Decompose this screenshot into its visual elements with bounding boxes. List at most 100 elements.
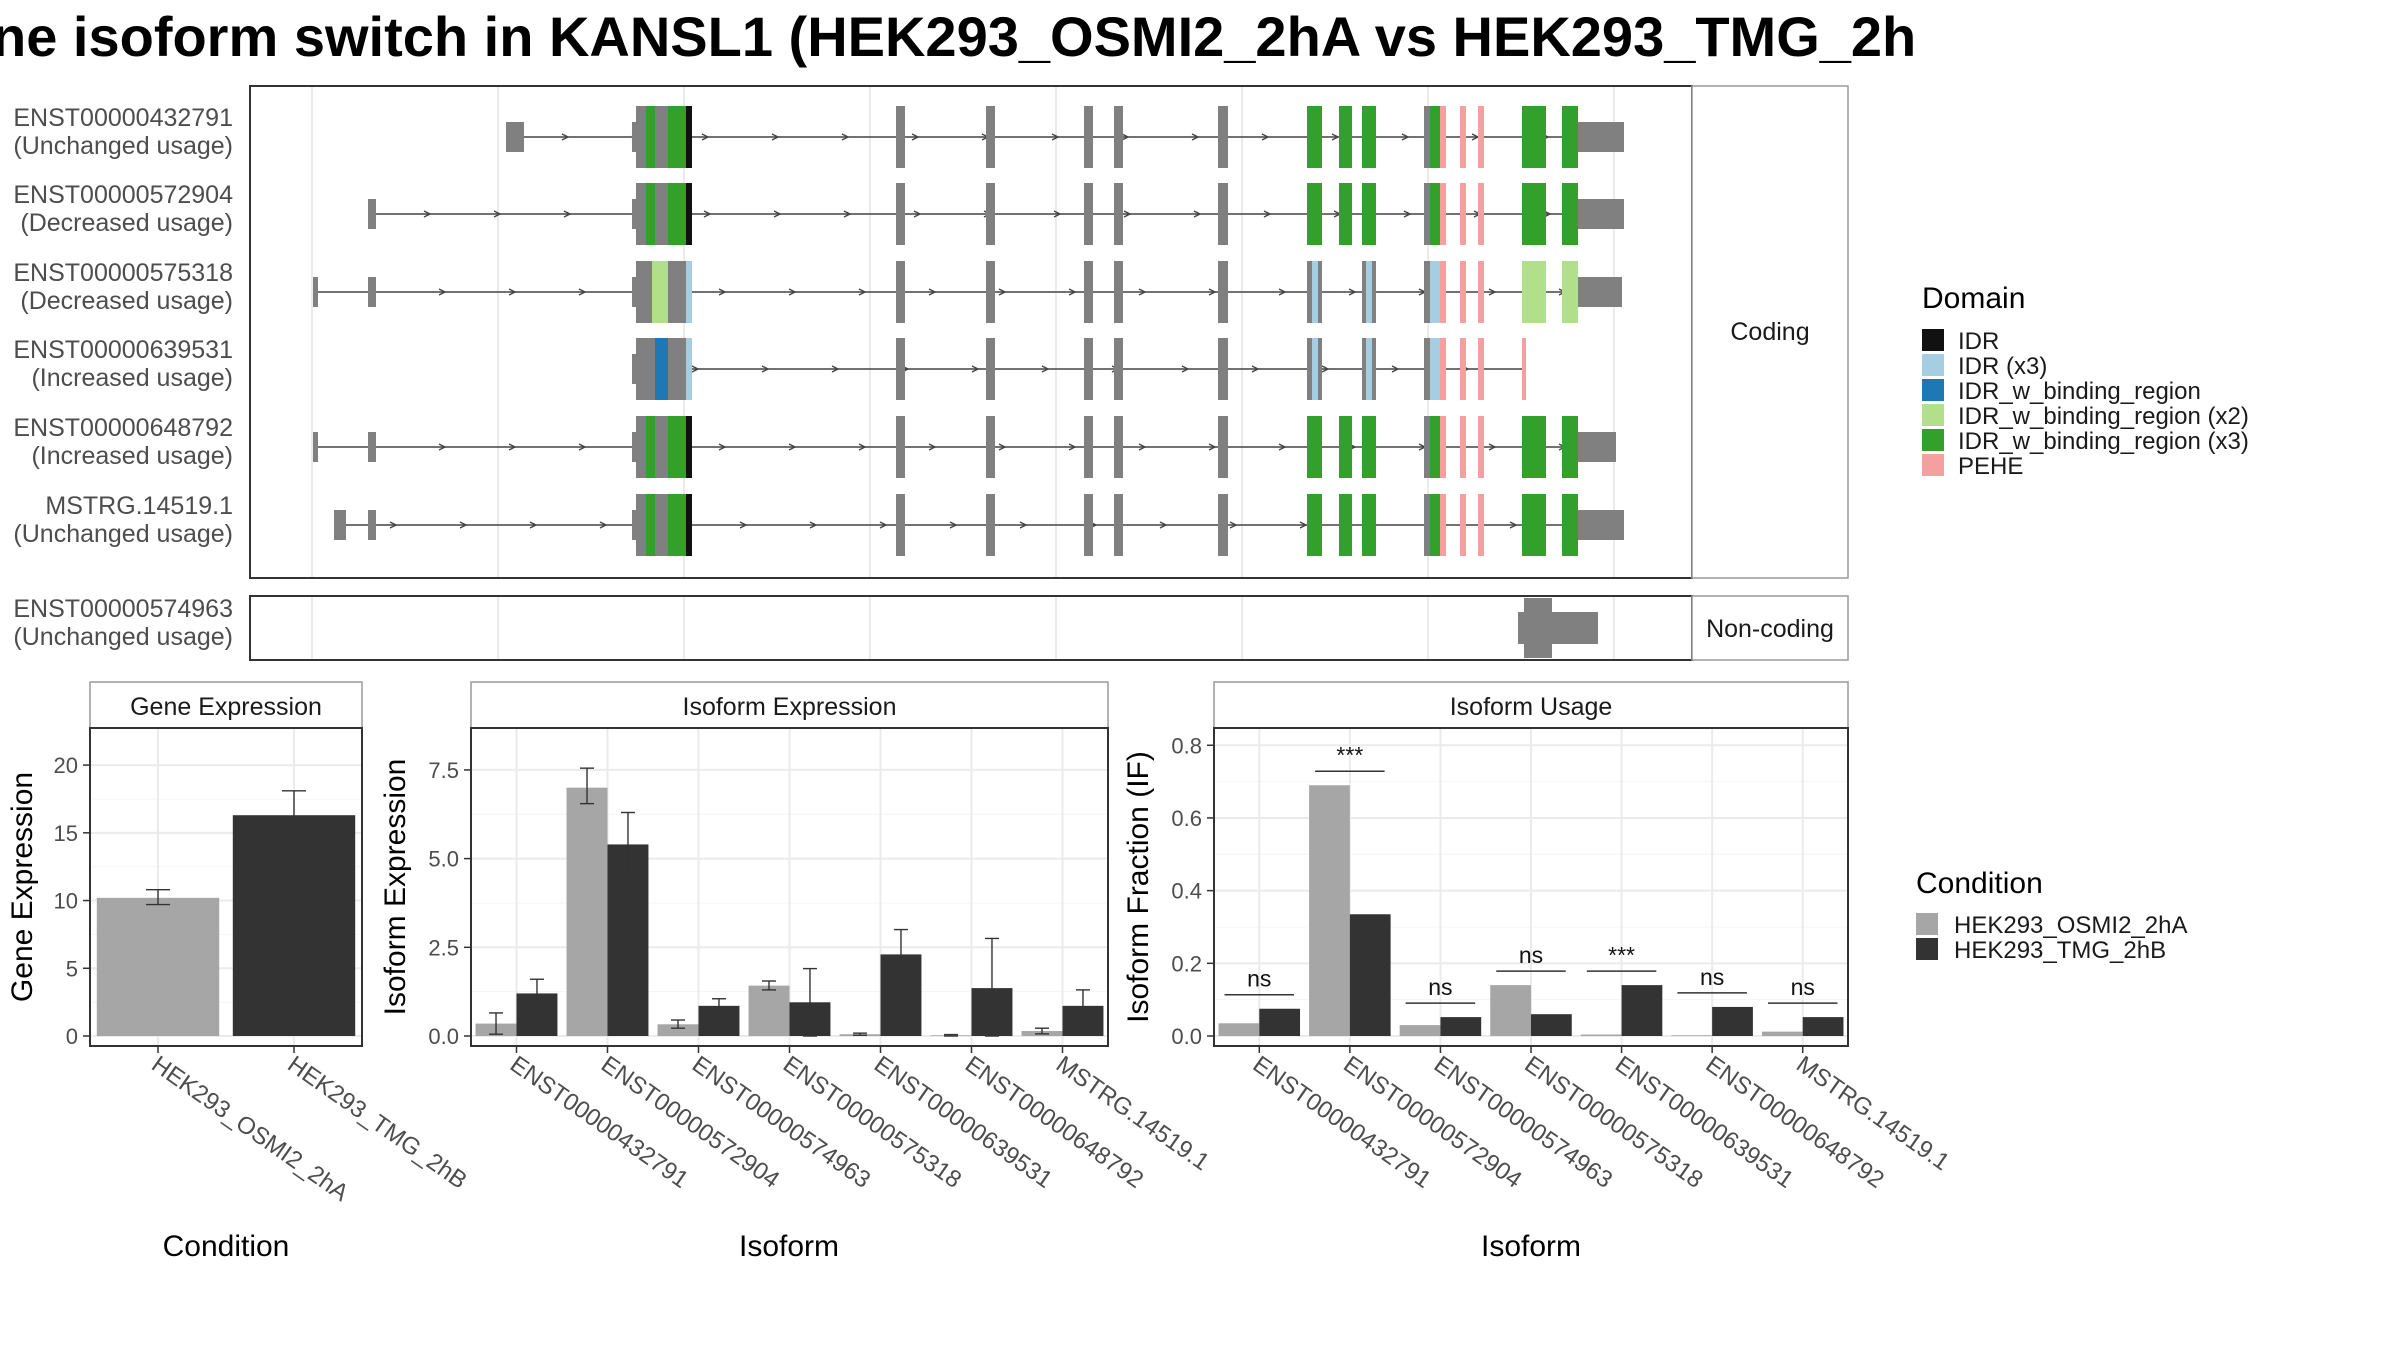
coding-exon — [1460, 106, 1466, 168]
significance-label: ns — [1519, 942, 1543, 968]
bar — [1802, 1017, 1844, 1036]
direction-arrow — [1251, 365, 1260, 373]
coding-exon — [1114, 106, 1123, 168]
condition-legend-label: HEK293_TMG_2hB — [1954, 937, 2166, 964]
coding-exon — [986, 183, 995, 245]
direction-arrow — [1191, 133, 1200, 141]
coding-exon — [646, 494, 655, 556]
direction-arrow — [928, 288, 937, 296]
transcript-usage: (Unchanged usage) — [13, 520, 233, 548]
coding-exon — [1478, 338, 1484, 400]
coding-exon — [655, 416, 668, 478]
transcript-id: ENST00000432791 — [13, 104, 233, 132]
domain-legend-label: IDR_w_binding_region (x3) — [1958, 428, 2249, 455]
direction-arrow — [1159, 521, 1168, 529]
y-tick-label: 2.5 — [428, 935, 459, 960]
coding-exon — [1424, 494, 1430, 556]
direction-arrow — [788, 288, 797, 296]
coding-exon — [1460, 494, 1466, 556]
coding-exon — [1318, 338, 1322, 400]
coding-exon — [986, 106, 995, 168]
domain-legend-label: IDR (x3) — [1958, 353, 2047, 380]
y-axis-label: Isoform Expression — [379, 759, 412, 1016]
noncoding-strip-label: Non-coding — [1706, 615, 1834, 643]
coding-exon — [1424, 338, 1430, 400]
bar — [1399, 1025, 1441, 1036]
y-tick-label: 0.6 — [1171, 806, 1202, 831]
x-axis-label: Isoform — [1481, 1230, 1581, 1263]
coding-exon — [1478, 183, 1484, 245]
coding-exon — [1440, 494, 1446, 556]
significance-label: *** — [1336, 742, 1363, 768]
coding-exon — [1339, 106, 1352, 168]
coding-exon — [1218, 183, 1228, 245]
significance-label: ns — [1791, 974, 1815, 1000]
coding-exon — [1478, 494, 1484, 556]
direction-arrow — [1019, 521, 1028, 529]
coding-exon — [1430, 416, 1440, 478]
coding-exon — [1339, 416, 1352, 478]
coding-exon — [1522, 183, 1546, 245]
y-tick-label: 0.4 — [1171, 879, 1202, 904]
coding-exon — [1424, 261, 1430, 323]
x-axis-label: Condition — [163, 1230, 290, 1263]
direction-arrow — [1509, 521, 1518, 529]
direction-arrow — [1321, 365, 1330, 373]
transcript-row: ENST00000639531(Increased usage) — [13, 336, 1526, 400]
coding-exon — [896, 261, 905, 323]
coding-exon — [1424, 416, 1430, 478]
direction-arrow — [578, 288, 587, 296]
condition-legend-title: Condition — [1916, 867, 2043, 900]
utr-exon — [334, 510, 346, 540]
coding-exon — [1478, 261, 1484, 323]
coding-exon — [1114, 416, 1123, 478]
direction-arrow — [1041, 365, 1050, 373]
direction-arrow — [1181, 365, 1190, 373]
utr-exon — [1572, 277, 1622, 307]
coding-strip-label: Coding — [1730, 318, 1809, 346]
direction-arrow — [1138, 443, 1147, 451]
coding-exon — [1430, 494, 1440, 556]
coding-exon — [1084, 416, 1093, 478]
coding-exon — [896, 106, 905, 168]
direction-arrow — [578, 443, 587, 451]
y-tick-label: 0.8 — [1171, 733, 1202, 758]
noncoding-exon — [1524, 598, 1552, 658]
coding-exon — [1460, 261, 1466, 323]
domain-legend-key — [1922, 379, 1944, 401]
direction-arrow — [1261, 133, 1270, 141]
direction-arrow — [1138, 288, 1147, 296]
coding-exon — [1312, 261, 1318, 323]
coding-exon — [1339, 183, 1352, 245]
y-tick-label: 20 — [54, 753, 78, 778]
bar — [1580, 1034, 1622, 1036]
transcript-row: MSTRG.14519.1(Unchanged usage) — [13, 492, 1624, 556]
direction-arrow — [998, 443, 1007, 451]
coding-exon — [1362, 338, 1366, 400]
direction-arrow — [1403, 210, 1412, 218]
chart-panel: Isoform Expression0.02.55.07.5ENST000004… — [379, 681, 1214, 1263]
coding-exon — [1339, 494, 1352, 556]
direction-arrow — [389, 521, 398, 529]
coding-exon — [668, 183, 686, 245]
direction-arrow — [1068, 288, 1077, 296]
direction-arrow — [843, 210, 852, 218]
coding-exon — [1114, 183, 1123, 245]
panel-title: Isoform Usage — [1450, 693, 1613, 721]
direction-arrow — [841, 133, 850, 141]
direction-arrow — [949, 521, 958, 529]
chart-panel: Isoform Usage0.00.20.40.60.8nsENST000004… — [1122, 681, 1954, 1263]
coding-exon — [1460, 338, 1466, 400]
domain-legend-key — [1922, 429, 1944, 451]
coding-exon — [668, 106, 686, 168]
direction-arrow — [599, 521, 608, 529]
bar — [1671, 1035, 1713, 1036]
coding-exon — [1114, 338, 1123, 400]
coding-exon — [668, 261, 686, 323]
transcript-row: ENST00000572904(Decreased usage) — [13, 181, 1624, 245]
direction-arrow — [508, 443, 517, 451]
bar — [748, 985, 790, 1036]
direction-arrow — [809, 521, 818, 529]
transcript-usage: (Increased usage) — [31, 442, 233, 470]
